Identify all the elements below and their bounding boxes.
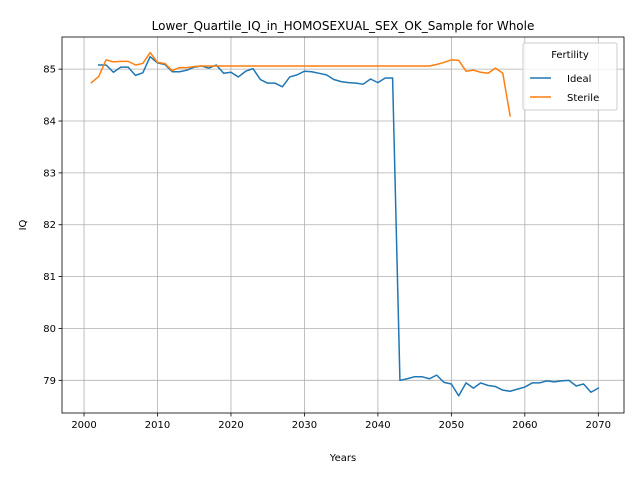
legend-label-ideal: Ideal — [567, 74, 591, 85]
y-tick-label: 85 — [43, 65, 56, 76]
x-tick-label: 2050 — [439, 420, 464, 431]
chart-title: Lower_Quartile_IQ_in_HOMOSEXUAL_SEX_OK_S… — [152, 19, 535, 33]
x-tick-label: 2010 — [145, 420, 170, 431]
y-tick-label: 80 — [43, 324, 56, 335]
x-axis-label: Years — [329, 453, 356, 464]
x-tick-label: 2060 — [512, 420, 537, 431]
series-line-sterile — [90, 51, 511, 117]
legend-label-sterile: Sterile — [567, 93, 599, 104]
x-tick-label: 2020 — [218, 420, 243, 431]
series-lines — [90, 51, 600, 397]
y-tick-label: 81 — [43, 272, 56, 283]
y-tick-label: 79 — [43, 376, 56, 387]
legend: Fertility Ideal Sterile — [522, 42, 618, 111]
x-tick-label: 2000 — [71, 420, 96, 431]
x-tick-label: 2040 — [365, 420, 390, 431]
legend-title: Fertility — [551, 50, 589, 61]
y-tick-label: 84 — [43, 117, 56, 128]
y-tick-label: 83 — [43, 168, 56, 179]
legend-box — [522, 42, 618, 111]
y-tick-label: 82 — [43, 220, 56, 231]
x-tick-label: 2030 — [292, 420, 317, 431]
axis-ticks: 2000 2010 2020 2030 2040 2050 2060 2070 79 80 81 82… — [43, 65, 611, 431]
series-line-ideal — [97, 55, 600, 397]
y-axis-label: IQ — [18, 219, 29, 230]
x-tick-label: 2070 — [586, 420, 611, 431]
grid-lines — [62, 37, 624, 413]
